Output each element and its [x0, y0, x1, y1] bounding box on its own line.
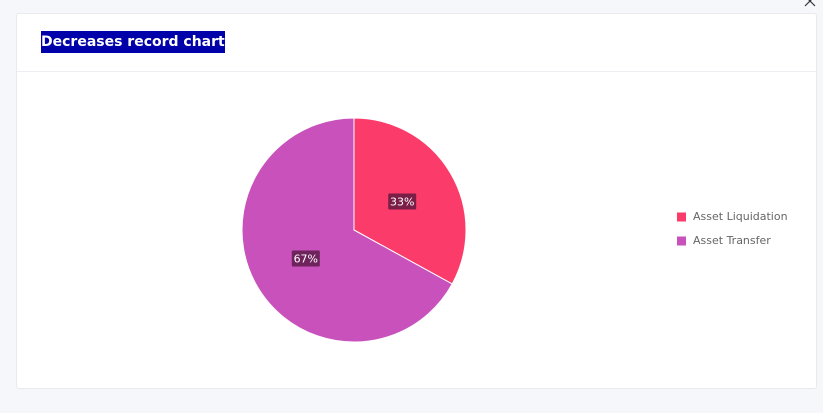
label-box [388, 193, 417, 210]
chart-title: Decreases record chart [41, 31, 225, 53]
card-header: Decreases record chart [17, 14, 816, 72]
close-icon[interactable] [804, 0, 816, 7]
legend-swatch [677, 212, 686, 222]
legend-label: Asset Liquidation [693, 210, 788, 223]
pie-slice [241, 117, 453, 343]
data-label: 33% [390, 195, 414, 208]
label-box [291, 250, 320, 267]
data-label: 67% [294, 253, 318, 266]
legend-label: Asset Transfer [693, 234, 771, 247]
legend-swatch [677, 236, 686, 246]
